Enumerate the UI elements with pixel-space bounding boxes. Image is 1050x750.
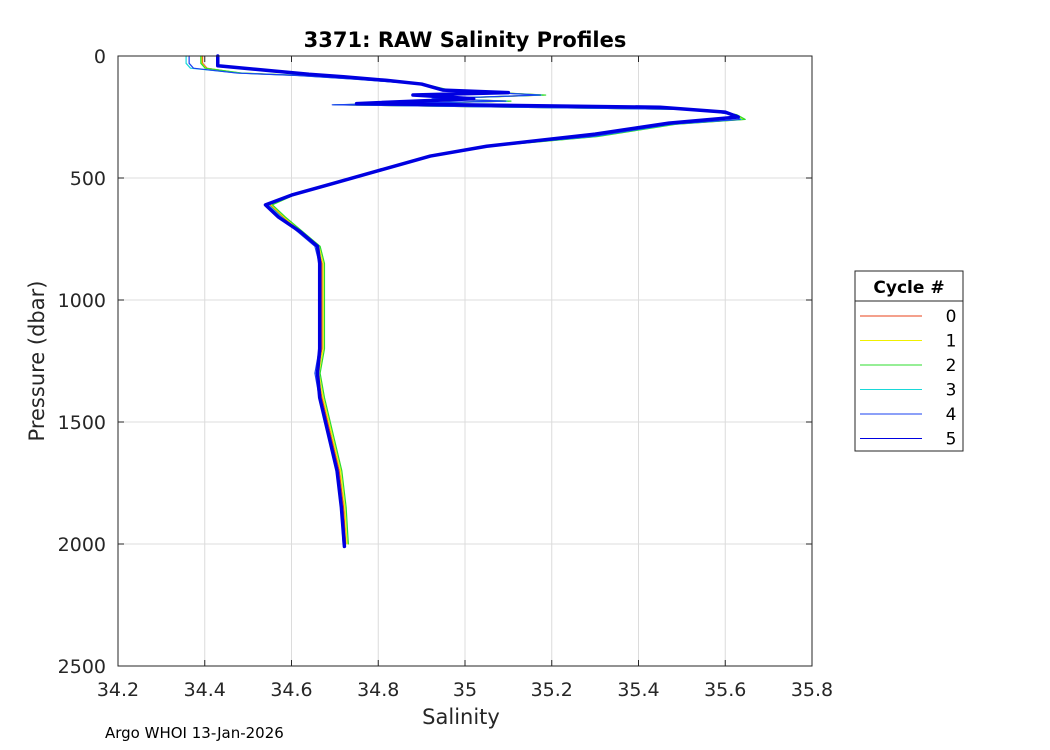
legend-title: Cycle # <box>873 278 944 298</box>
y-tick-label: 1500 <box>58 412 106 434</box>
legend-label-cycle-5: 5 <box>946 430 957 450</box>
x-tick-label: 34.8 <box>357 679 399 701</box>
y-tick-label: 500 <box>70 168 106 190</box>
x-ticks: 34.2 34.4 34.6 34.8 35 35.2 35.4 35.6 35.8 <box>97 56 833 701</box>
x-tick-label: 35.8 <box>791 679 833 701</box>
y-tick-label: 1000 <box>58 290 106 312</box>
series-line-cycle-5 <box>216 54 741 549</box>
legend-label-cycle-4: 4 <box>946 405 957 425</box>
legend-label-cycle-3: 3 <box>946 381 957 401</box>
legend-label-cycle-2: 2 <box>946 356 957 376</box>
x-tick-label: 35.6 <box>704 679 746 701</box>
grid <box>118 56 812 666</box>
x-tick-label: 34.2 <box>97 679 139 701</box>
chart-title: 3371: RAW Salinity Profiles <box>304 28 627 52</box>
y-axis-label: Pressure (dbar) <box>25 281 49 442</box>
x-tick-label: 34.4 <box>184 679 226 701</box>
legend-label-cycle-0: 0 <box>946 307 957 327</box>
x-axis-label: Salinity <box>422 705 500 729</box>
y-tick-label: 0 <box>94 46 106 68</box>
y-tick-label: 2000 <box>58 534 106 556</box>
y-ticks: 0 500 1000 1500 2000 2500 <box>58 46 812 678</box>
x-tick-label: 35.4 <box>617 679 659 701</box>
series-group <box>185 54 746 549</box>
legend: Cycle # 0 1 2 3 4 5 <box>854 270 964 452</box>
y-tick-label: 2500 <box>58 656 106 678</box>
x-tick-label: 34.6 <box>270 679 312 701</box>
legend-items: 0 1 2 3 4 5 <box>860 307 956 450</box>
legend-label-cycle-1: 1 <box>946 332 957 352</box>
footer-credit: Argo WHOI 13-Jan-2026 <box>105 724 284 742</box>
x-tick-label: 35 <box>453 679 477 701</box>
x-tick-label: 35.2 <box>531 679 573 701</box>
